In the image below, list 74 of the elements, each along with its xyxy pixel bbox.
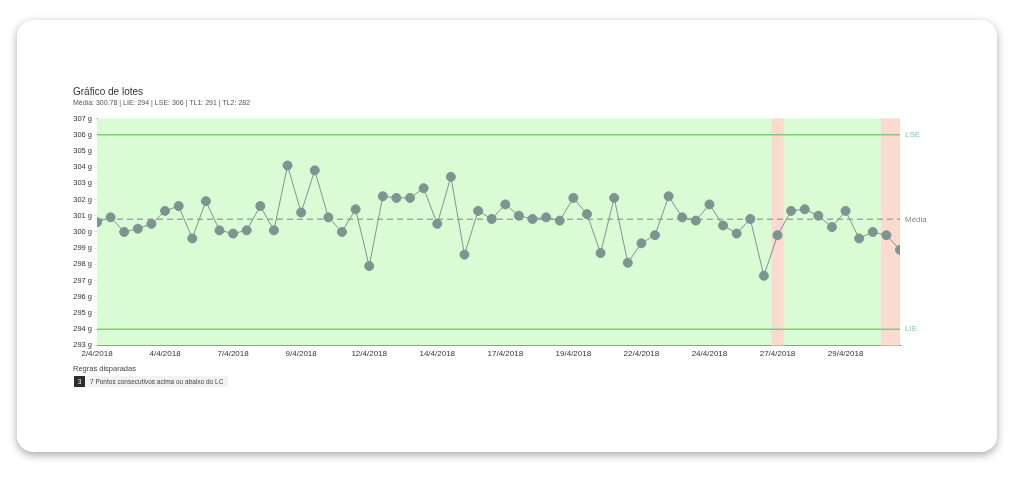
x-tick-label: 4/4/2018: [149, 349, 182, 359]
point: [554, 215, 565, 226]
x-tick-label: 24/4/2018: [691, 349, 728, 359]
ref-line-label: LSE: [905, 129, 921, 139]
chart-title: Gráfico de lotes: [73, 86, 144, 97]
ref-line-label: LIE: [905, 324, 918, 334]
point: [214, 225, 225, 236]
point: [718, 220, 729, 231]
point: [840, 205, 851, 216]
point: [568, 192, 579, 203]
point: [595, 248, 606, 259]
point: [881, 230, 892, 241]
point: [650, 230, 661, 241]
point: [581, 209, 592, 220]
point: [636, 238, 647, 249]
point: [228, 228, 239, 239]
point: [813, 210, 824, 221]
x-tick-label: 2/4/2018: [81, 349, 114, 359]
point: [336, 226, 347, 237]
x-tick-label: 12/4/2018: [351, 349, 388, 359]
point: [268, 225, 279, 236]
point: [432, 218, 443, 229]
point: [200, 196, 211, 207]
point: [677, 212, 688, 223]
point: [473, 205, 484, 216]
point: [772, 230, 783, 241]
point: [609, 192, 620, 203]
x-tick-label: 7/4/2018: [217, 349, 250, 359]
point: [187, 233, 198, 244]
point: [704, 199, 715, 210]
point: [173, 201, 184, 212]
point: [132, 223, 143, 234]
x-tick-label: 14/4/2018: [419, 349, 456, 359]
point: [255, 201, 266, 212]
point: [663, 191, 674, 202]
x-tick-label: 9/4/2018: [285, 349, 318, 359]
point: [105, 212, 116, 223]
point: [459, 249, 470, 260]
x-tick-label: 29/4/2018: [827, 349, 864, 359]
point: [690, 215, 701, 226]
point: [854, 233, 865, 244]
x-tick-label: 19/4/2018: [555, 349, 592, 359]
point: [418, 183, 429, 194]
point: [622, 257, 633, 268]
point: [445, 171, 456, 182]
point: [731, 228, 742, 239]
point: [391, 192, 402, 203]
point: [119, 226, 130, 237]
x-tick-label: 27/4/2018: [759, 349, 796, 359]
point: [541, 212, 552, 223]
ref-line-label: Média: [905, 214, 928, 224]
point: [867, 226, 878, 237]
point: [745, 213, 756, 224]
point: [241, 225, 252, 236]
point: [758, 270, 769, 281]
point: [160, 205, 171, 216]
point: [786, 205, 797, 216]
point: [826, 222, 837, 233]
point: [377, 191, 388, 202]
point: [799, 204, 810, 215]
point: [350, 204, 361, 215]
point: [500, 199, 511, 210]
point: [282, 160, 293, 171]
point: [296, 207, 307, 218]
point: [405, 192, 416, 203]
point: [364, 260, 375, 271]
x-tick-label: 17/4/2018: [487, 349, 524, 359]
point: [323, 212, 334, 223]
point: [146, 218, 157, 229]
point: [309, 165, 320, 176]
point: [486, 213, 497, 224]
point: [513, 210, 524, 221]
x-tick-label: 22/4/2018: [623, 349, 660, 359]
point: [527, 213, 538, 224]
